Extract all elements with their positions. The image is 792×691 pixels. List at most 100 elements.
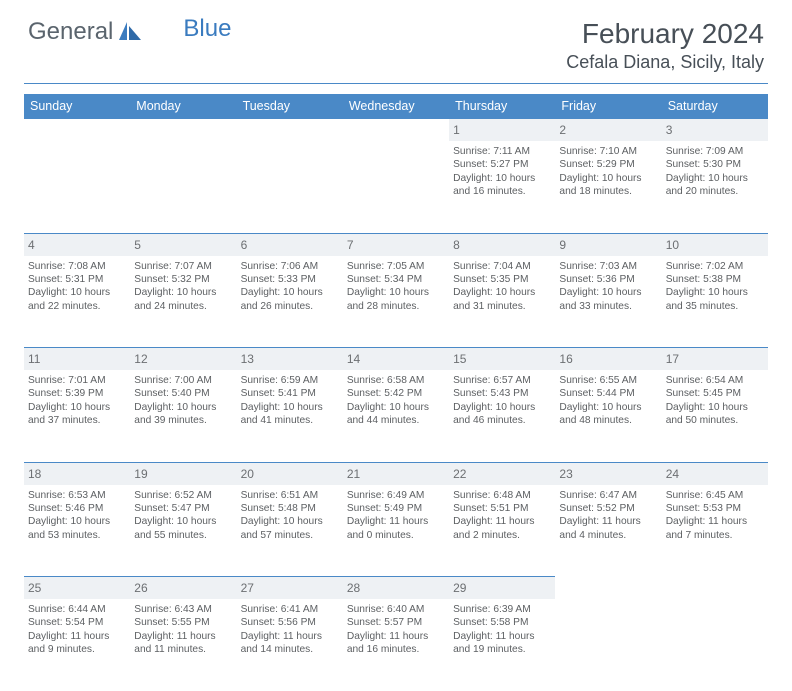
day-number: 5	[134, 238, 141, 252]
empty-cell	[343, 141, 449, 233]
day-number-cell: 25	[24, 577, 130, 600]
day-number: 20	[241, 467, 254, 481]
day-number: 15	[453, 352, 466, 366]
day-info-cell: Sunrise: 7:03 AMSunset: 5:36 PMDaylight:…	[555, 256, 661, 348]
day-info-cell: Sunrise: 7:01 AMSunset: 5:39 PMDaylight:…	[24, 370, 130, 462]
day-info-cell: Sunrise: 6:44 AMSunset: 5:54 PMDaylight:…	[24, 599, 130, 691]
day-info: Sunrise: 7:11 AMSunset: 5:27 PMDaylight:…	[453, 145, 551, 199]
day-info: Sunrise: 7:05 AMSunset: 5:34 PMDaylight:…	[347, 260, 445, 314]
day-number-cell: 13	[237, 348, 343, 371]
day-info-cell: Sunrise: 7:11 AMSunset: 5:27 PMDaylight:…	[449, 141, 555, 233]
day-info-cell: Sunrise: 6:59 AMSunset: 5:41 PMDaylight:…	[237, 370, 343, 462]
day-number: 28	[347, 581, 360, 595]
day-info-row: Sunrise: 7:08 AMSunset: 5:31 PMDaylight:…	[24, 256, 768, 348]
title-underline	[24, 83, 768, 84]
calendar-table: SundayMondayTuesdayWednesdayThursdayFrid…	[24, 94, 768, 691]
day-number-cell: 11	[24, 348, 130, 371]
day-info-row: Sunrise: 6:44 AMSunset: 5:54 PMDaylight:…	[24, 599, 768, 691]
empty-cell	[24, 119, 130, 142]
day-number-cell: 27	[237, 577, 343, 600]
day-info-cell: Sunrise: 6:47 AMSunset: 5:52 PMDaylight:…	[555, 485, 661, 577]
day-info-cell: Sunrise: 6:51 AMSunset: 5:48 PMDaylight:…	[237, 485, 343, 577]
empty-cell	[662, 599, 768, 691]
day-info: Sunrise: 6:51 AMSunset: 5:48 PMDaylight:…	[241, 489, 339, 543]
day-number: 25	[28, 581, 41, 595]
empty-cell	[237, 119, 343, 142]
day-number: 10	[666, 238, 679, 252]
dow-header: Wednesday	[343, 94, 449, 119]
day-info-cell: Sunrise: 6:53 AMSunset: 5:46 PMDaylight:…	[24, 485, 130, 577]
day-info: Sunrise: 6:41 AMSunset: 5:56 PMDaylight:…	[241, 603, 339, 657]
day-info: Sunrise: 7:01 AMSunset: 5:39 PMDaylight:…	[28, 374, 126, 428]
day-info: Sunrise: 6:57 AMSunset: 5:43 PMDaylight:…	[453, 374, 551, 428]
day-info-cell: Sunrise: 6:43 AMSunset: 5:55 PMDaylight:…	[130, 599, 236, 691]
day-info-row: Sunrise: 7:01 AMSunset: 5:39 PMDaylight:…	[24, 370, 768, 462]
day-info: Sunrise: 7:00 AMSunset: 5:40 PMDaylight:…	[134, 374, 232, 428]
header: General Blue February 2024 Cefala Diana,…	[0, 0, 792, 77]
day-number-cell: 10	[662, 233, 768, 256]
day-info: Sunrise: 6:48 AMSunset: 5:51 PMDaylight:…	[453, 489, 551, 543]
day-number: 8	[453, 238, 460, 252]
day-number-row: 2526272829	[24, 577, 768, 600]
day-info: Sunrise: 7:03 AMSunset: 5:36 PMDaylight:…	[559, 260, 657, 314]
day-info-cell: Sunrise: 6:57 AMSunset: 5:43 PMDaylight:…	[449, 370, 555, 462]
day-number: 14	[347, 352, 360, 366]
day-info-cell: Sunrise: 7:02 AMSunset: 5:38 PMDaylight:…	[662, 256, 768, 348]
day-info: Sunrise: 6:43 AMSunset: 5:55 PMDaylight:…	[134, 603, 232, 657]
day-number: 2	[559, 123, 566, 137]
day-number-cell: 16	[555, 348, 661, 371]
day-number-row: 123	[24, 119, 768, 142]
dow-header: Saturday	[662, 94, 768, 119]
day-number-cell: 6	[237, 233, 343, 256]
day-info: Sunrise: 6:55 AMSunset: 5:44 PMDaylight:…	[559, 374, 657, 428]
day-number: 7	[347, 238, 354, 252]
day-of-week-header-row: SundayMondayTuesdayWednesdayThursdayFrid…	[24, 94, 768, 119]
day-number-cell: 4	[24, 233, 130, 256]
day-info-cell: Sunrise: 7:07 AMSunset: 5:32 PMDaylight:…	[130, 256, 236, 348]
day-number-row: 18192021222324	[24, 462, 768, 485]
day-info-cell: Sunrise: 6:58 AMSunset: 5:42 PMDaylight:…	[343, 370, 449, 462]
day-number: 24	[666, 467, 679, 481]
brand-logo: General Blue	[28, 18, 231, 46]
day-number-cell: 24	[662, 462, 768, 485]
dow-header: Monday	[130, 94, 236, 119]
day-number: 13	[241, 352, 254, 366]
day-number-row: 45 6 7 8 9 10	[24, 233, 768, 256]
dow-header: Tuesday	[237, 94, 343, 119]
day-number-cell: 9	[555, 233, 661, 256]
day-number: 12	[134, 352, 147, 366]
day-info: Sunrise: 6:47 AMSunset: 5:52 PMDaylight:…	[559, 489, 657, 543]
day-number-cell: 8	[449, 233, 555, 256]
dow-header: Friday	[555, 94, 661, 119]
day-number-cell: 21	[343, 462, 449, 485]
empty-cell	[130, 141, 236, 233]
day-info: Sunrise: 6:40 AMSunset: 5:57 PMDaylight:…	[347, 603, 445, 657]
day-info-cell: Sunrise: 7:00 AMSunset: 5:40 PMDaylight:…	[130, 370, 236, 462]
brand-blue: Blue	[183, 15, 231, 43]
day-info-cell: Sunrise: 6:55 AMSunset: 5:44 PMDaylight:…	[555, 370, 661, 462]
day-info: Sunrise: 7:06 AMSunset: 5:33 PMDaylight:…	[241, 260, 339, 314]
day-number: 11	[28, 352, 40, 366]
day-number-cell: 26	[130, 577, 236, 600]
day-info-cell: Sunrise: 7:09 AMSunset: 5:30 PMDaylight:…	[662, 141, 768, 233]
day-number: 18	[28, 467, 41, 481]
brand-general: General	[28, 18, 113, 46]
day-info: Sunrise: 6:39 AMSunset: 5:58 PMDaylight:…	[453, 603, 551, 657]
day-info-cell: Sunrise: 6:48 AMSunset: 5:51 PMDaylight:…	[449, 485, 555, 577]
day-number: 6	[241, 238, 248, 252]
day-info-cell: Sunrise: 6:45 AMSunset: 5:53 PMDaylight:…	[662, 485, 768, 577]
day-number: 23	[559, 467, 572, 481]
day-number-cell: 15	[449, 348, 555, 371]
day-info: Sunrise: 7:04 AMSunset: 5:35 PMDaylight:…	[453, 260, 551, 314]
day-info: Sunrise: 6:52 AMSunset: 5:47 PMDaylight:…	[134, 489, 232, 543]
day-number: 3	[666, 123, 673, 137]
empty-cell	[24, 141, 130, 233]
day-info: Sunrise: 6:44 AMSunset: 5:54 PMDaylight:…	[28, 603, 126, 657]
day-info: Sunrise: 6:59 AMSunset: 5:41 PMDaylight:…	[241, 374, 339, 428]
brand-sails-icon	[115, 20, 147, 44]
day-number: 26	[134, 581, 147, 595]
day-info: Sunrise: 6:45 AMSunset: 5:53 PMDaylight:…	[666, 489, 764, 543]
empty-cell	[130, 119, 236, 142]
empty-cell	[237, 141, 343, 233]
empty-cell	[555, 599, 661, 691]
